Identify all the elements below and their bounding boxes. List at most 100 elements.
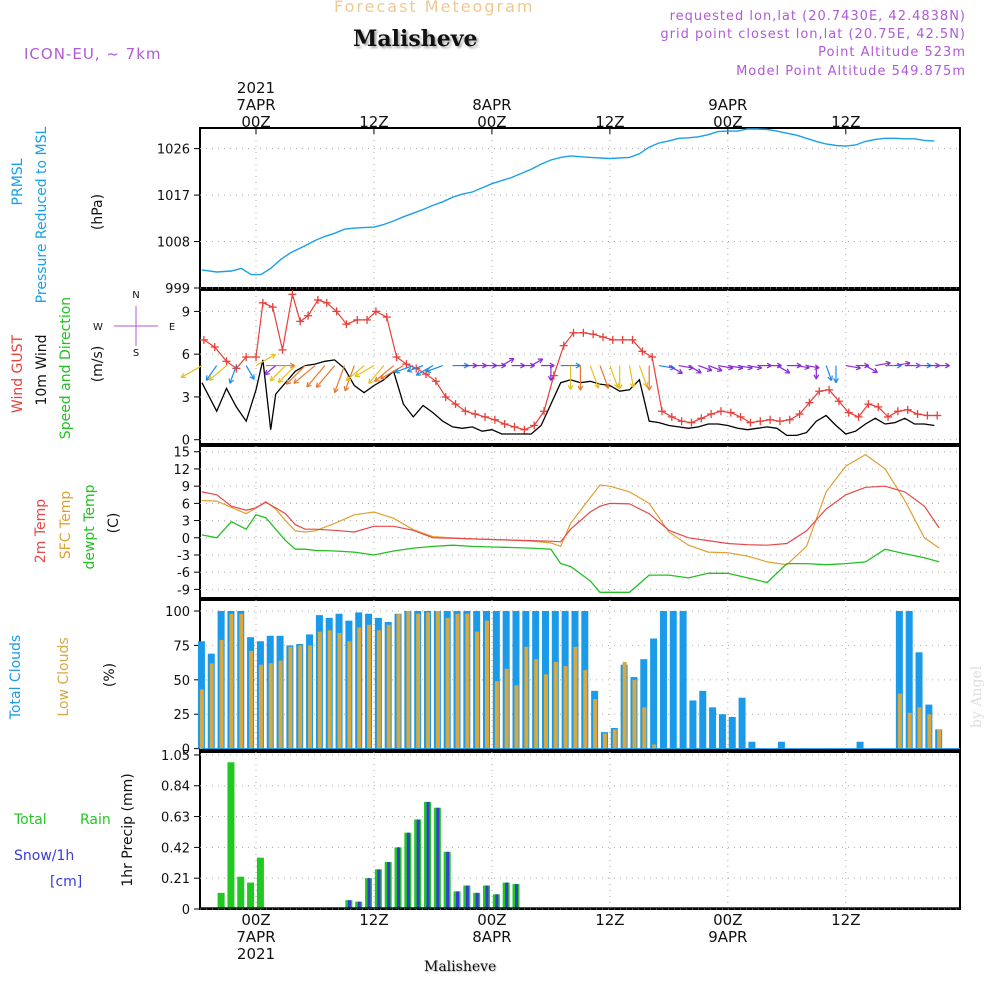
bottom-time-label: 2021 xyxy=(237,945,275,963)
bottom-time-label: 00Z xyxy=(713,911,742,929)
wind-arrow-head xyxy=(813,374,817,380)
snow-bar xyxy=(495,894,499,909)
wind-arrow-head xyxy=(394,368,399,373)
low-cloud-bar xyxy=(317,631,322,749)
top-time-label: 8APR xyxy=(472,96,511,114)
snow-bar xyxy=(426,801,430,909)
low-cloud-bar xyxy=(524,646,529,749)
wind-arrow-head xyxy=(346,379,352,382)
wind-arrow xyxy=(727,364,744,369)
wind-arrow-head xyxy=(815,374,820,380)
requested-coordinates: requested lon,lat (20.7430E, 42.4838N) xyxy=(669,9,966,24)
low-cloud-bar xyxy=(327,630,332,749)
low-cloud-bar xyxy=(455,613,460,749)
rain-label: Total xyxy=(13,812,47,828)
wind-arrow xyxy=(589,365,599,389)
wind-arrow-head xyxy=(549,362,555,367)
rain-bar xyxy=(237,876,245,909)
rain-bar xyxy=(227,762,235,909)
snow-bar xyxy=(505,882,509,909)
snow-bar xyxy=(377,869,381,909)
wind-arrow xyxy=(269,365,286,382)
sfc-temp-line xyxy=(201,453,940,566)
wind-arrow-head xyxy=(597,383,600,389)
compass-south: S xyxy=(133,348,139,359)
wind-arrow-head xyxy=(278,380,284,384)
wind-arrow-head xyxy=(567,384,572,390)
wind-arrow-head xyxy=(575,365,581,369)
low-cloud-bar xyxy=(406,611,411,749)
snow-bar xyxy=(436,807,440,909)
wind-arrow-head xyxy=(804,367,810,370)
wind-arrow-head xyxy=(380,374,384,380)
low-cloud-bar xyxy=(534,659,539,749)
snow-bar xyxy=(456,891,460,909)
wind-arrow-head xyxy=(264,369,268,375)
wind-arrow-head xyxy=(539,358,544,364)
top-time-label: 00Z xyxy=(241,113,270,131)
wind-arrow xyxy=(180,365,203,379)
wind-arrow-head xyxy=(406,367,412,372)
wind-arrow xyxy=(688,365,702,374)
wind-arrow xyxy=(229,365,237,384)
wind-arrow-head xyxy=(344,387,350,392)
wind-arrow-head xyxy=(629,383,634,388)
low-cloud-bar xyxy=(268,663,273,749)
wind-arrow xyxy=(747,364,762,369)
wind-arrow-head xyxy=(208,378,215,381)
bottom-time-label: 9APR xyxy=(708,928,747,946)
wind-arrow xyxy=(264,365,277,376)
top-time-label: 12Z xyxy=(359,113,388,131)
wind-arrow xyxy=(374,365,395,382)
low-cloud-bar xyxy=(897,693,902,749)
y-tick-label: 0 xyxy=(182,434,190,449)
wind-arrow-head xyxy=(835,377,839,383)
wind-arrow xyxy=(293,365,316,384)
wind-arrow-head xyxy=(334,388,339,394)
wind-arrow xyxy=(394,365,414,373)
wind-arrow-head xyxy=(306,381,309,388)
wind-arrow-head xyxy=(407,370,413,373)
wind-label: Wind GUST xyxy=(10,334,26,413)
wind-arrow-head xyxy=(670,364,676,369)
temp-label: SFC Temp xyxy=(58,491,74,560)
wind-arrow-head xyxy=(896,365,902,369)
wind-arrow-head xyxy=(855,367,861,371)
wind-arrow xyxy=(776,365,791,374)
low-cloud-bar xyxy=(602,733,607,749)
wind-arrow xyxy=(407,365,424,372)
wind-arrow-head xyxy=(277,377,281,383)
snow-bar xyxy=(446,851,450,909)
y-tick-label: 0.84 xyxy=(161,780,190,795)
pressure-label: PRMSL xyxy=(10,158,26,205)
y-tick-label: 0.21 xyxy=(161,872,190,887)
wind-arrow xyxy=(894,362,911,367)
wind-arrow-head xyxy=(616,384,621,390)
snow-bar xyxy=(367,878,371,909)
wind-arrow-head xyxy=(747,367,753,371)
snow-bar xyxy=(475,892,479,909)
bottom-time-label: 00Z xyxy=(241,911,270,929)
wind-arrow-head xyxy=(547,375,552,381)
low-cloud-bar xyxy=(288,646,293,749)
wind-arrow-head xyxy=(293,381,299,384)
wind-arrow-head xyxy=(501,365,507,369)
snow-label: Snow/1h xyxy=(14,848,74,864)
compass-west: W xyxy=(93,322,103,333)
y-tick-label: 3 xyxy=(182,515,190,530)
footer-place: Malisheve xyxy=(424,959,497,975)
wind-arrow-head xyxy=(716,370,723,372)
low-cloud-bar xyxy=(308,645,313,749)
wind-arrow xyxy=(315,365,336,388)
wind-arrow-head xyxy=(827,376,832,381)
wind-arrow-head xyxy=(604,384,609,389)
wind-arrow xyxy=(796,364,810,369)
total-cloud-bar xyxy=(669,611,677,749)
total-cloud-bar xyxy=(856,741,864,749)
total-cloud-bar xyxy=(640,659,648,749)
wind-arrow-head xyxy=(679,368,683,374)
low-cloud-bar xyxy=(642,707,647,749)
snow-bar xyxy=(465,885,469,909)
wind-arrow-head xyxy=(510,358,515,364)
model-point-altitude: Model Point Altitude 549.875m xyxy=(736,64,966,79)
